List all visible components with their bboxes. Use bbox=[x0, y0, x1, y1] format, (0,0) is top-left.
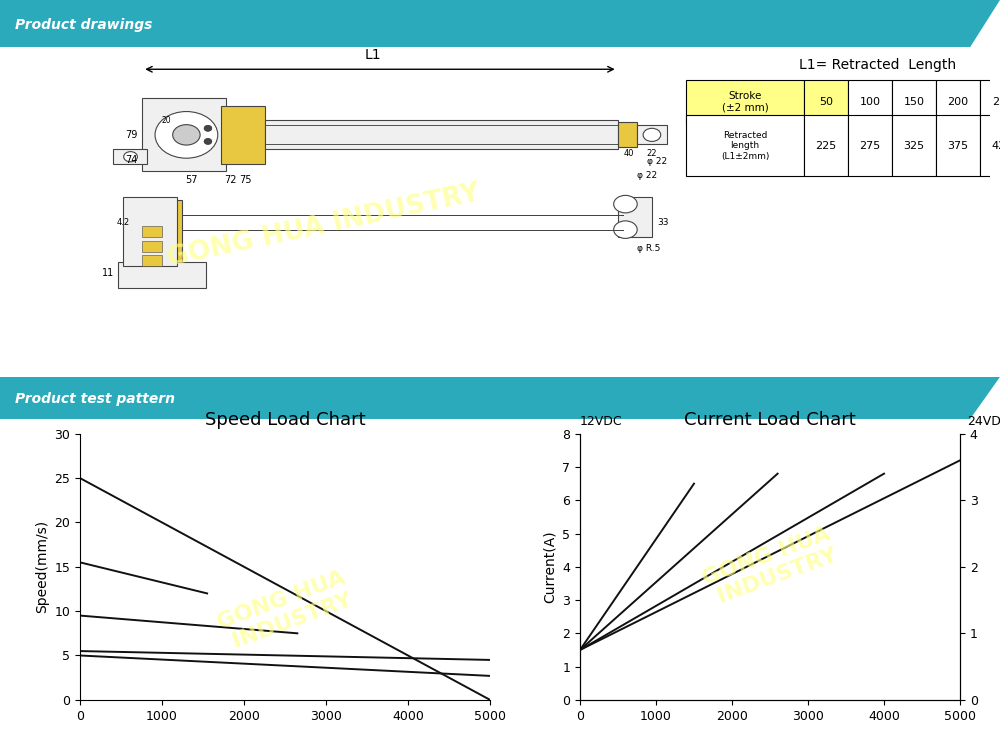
Text: 33: 33 bbox=[657, 218, 668, 227]
Bar bbox=[980, 80, 1000, 124]
Text: 225: 225 bbox=[815, 141, 836, 151]
Circle shape bbox=[173, 125, 200, 145]
Circle shape bbox=[155, 112, 218, 158]
Text: 24VDC: 24VDC bbox=[968, 416, 1000, 429]
Text: 40: 40 bbox=[624, 149, 635, 158]
Bar bbox=[123, 197, 177, 266]
Text: φ 22: φ 22 bbox=[647, 157, 667, 165]
Bar bbox=[892, 115, 936, 176]
Bar bbox=[618, 197, 652, 237]
Bar bbox=[848, 80, 892, 124]
Bar bbox=[113, 149, 147, 164]
Y-axis label: Current(A): Current(A) bbox=[543, 531, 557, 603]
Text: GONG HUA
 INDUSTRY: GONG HUA INDUSTRY bbox=[699, 523, 841, 610]
Text: 79: 79 bbox=[125, 130, 137, 140]
Circle shape bbox=[205, 139, 211, 144]
Circle shape bbox=[643, 128, 661, 141]
Text: 425: 425 bbox=[992, 141, 1000, 151]
Text: Stroke
(±2 mm): Stroke (±2 mm) bbox=[722, 91, 768, 113]
Bar bbox=[980, 115, 1000, 176]
Text: 50: 50 bbox=[819, 97, 833, 107]
Text: Product drawings: Product drawings bbox=[15, 17, 152, 31]
Text: 11: 11 bbox=[102, 268, 114, 278]
Bar bbox=[686, 115, 804, 176]
Y-axis label: Speed(mm/s): Speed(mm/s) bbox=[35, 521, 49, 613]
Text: 74: 74 bbox=[125, 155, 137, 165]
Bar bbox=[686, 80, 804, 124]
Bar bbox=[265, 120, 618, 149]
Text: 275: 275 bbox=[859, 141, 881, 151]
Bar bbox=[804, 115, 848, 176]
Title: Current Load Chart: Current Load Chart bbox=[684, 411, 856, 429]
Text: GONG HUA
 INDUSTRY: GONG HUA INDUSTRY bbox=[214, 568, 356, 655]
Bar bbox=[892, 80, 936, 124]
X-axis label: Load(N): Load(N) bbox=[258, 728, 312, 729]
Bar bbox=[618, 122, 637, 147]
Text: 57: 57 bbox=[185, 175, 198, 185]
Circle shape bbox=[205, 126, 211, 131]
Bar bbox=[936, 115, 980, 176]
Bar bbox=[142, 255, 162, 266]
Text: φ R.5: φ R.5 bbox=[637, 244, 661, 253]
Bar bbox=[936, 80, 980, 124]
Text: L1: L1 bbox=[364, 48, 381, 62]
Text: Retracted
length
(L1±2mm): Retracted length (L1±2mm) bbox=[721, 131, 769, 160]
Bar bbox=[637, 125, 667, 144]
Text: φ 22: φ 22 bbox=[637, 171, 657, 180]
Bar bbox=[142, 241, 162, 252]
Bar bbox=[142, 226, 162, 237]
Bar bbox=[142, 98, 226, 171]
Text: 150: 150 bbox=[904, 97, 925, 107]
Text: 22: 22 bbox=[647, 149, 657, 158]
Circle shape bbox=[124, 152, 137, 162]
Text: 200: 200 bbox=[948, 97, 969, 107]
Text: 12VDC: 12VDC bbox=[580, 416, 623, 429]
Text: 100: 100 bbox=[859, 97, 880, 107]
Text: 250: 250 bbox=[992, 97, 1000, 107]
Circle shape bbox=[614, 195, 637, 213]
Text: Product test pattern: Product test pattern bbox=[15, 392, 175, 406]
Text: 375: 375 bbox=[948, 141, 969, 151]
Bar bbox=[221, 106, 265, 164]
Circle shape bbox=[614, 221, 637, 238]
Bar bbox=[804, 80, 848, 124]
Circle shape bbox=[205, 139, 211, 144]
Text: 20: 20 bbox=[162, 116, 172, 125]
Bar bbox=[142, 200, 182, 266]
Title: Speed Load Chart: Speed Load Chart bbox=[205, 411, 365, 429]
Polygon shape bbox=[0, 0, 1000, 47]
Bar bbox=[118, 262, 206, 288]
Text: L1= Retracted  Length: L1= Retracted Length bbox=[799, 58, 956, 72]
Circle shape bbox=[205, 126, 211, 131]
X-axis label: Load(N): Load(N) bbox=[743, 728, 797, 729]
Text: 75: 75 bbox=[239, 175, 251, 185]
Bar bbox=[848, 115, 892, 176]
Text: GONG HUA INDUSTRY: GONG HUA INDUSTRY bbox=[165, 180, 482, 272]
Text: 72: 72 bbox=[224, 175, 237, 185]
Text: 4.2: 4.2 bbox=[116, 218, 129, 227]
Polygon shape bbox=[0, 377, 1000, 419]
Text: 325: 325 bbox=[903, 141, 925, 151]
